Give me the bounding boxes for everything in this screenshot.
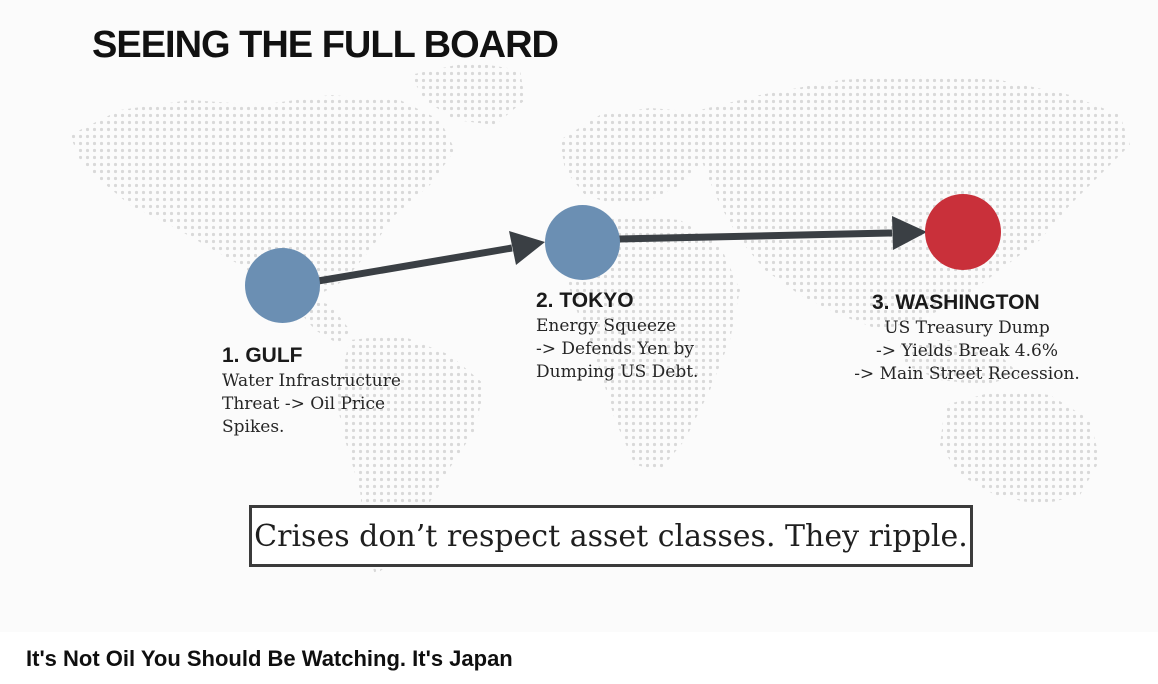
arrow-head-washington: [892, 216, 927, 250]
gulf-description: Water Infrastructure Threat -> Oil Price…: [222, 371, 401, 437]
tokyo-description: Energy Squeeze -> Defends Yen by Dumping…: [536, 316, 699, 382]
takeaway-box: Crises don’t respect asset classes. They…: [249, 505, 973, 567]
washington-node[interactable]: [925, 194, 1001, 270]
slide-title: SEEING THE FULL BOARD: [92, 24, 559, 66]
world-map-background: [70, 62, 1130, 575]
washington-heading: 3. WASHINGTON: [872, 291, 1040, 314]
video-title[interactable]: It's Not Oil You Should Be Watching. It'…: [26, 646, 513, 671]
tokyo-heading: 2. TOKYO: [536, 289, 634, 312]
arrow-gulf-to-tokyo: [317, 244, 513, 285]
tokyo-node[interactable]: [545, 205, 620, 280]
washington-description: US Treasury Dump -> Yields Break 4.6% ->…: [854, 318, 1080, 384]
arrow-head-tokyo: [509, 231, 545, 265]
takeaway-text: Crises don’t respect asset classes. They…: [254, 518, 968, 554]
slide[interactable]: SEEING THE FULL BOARD 1. GULF Water Infr…: [0, 0, 1158, 632]
connection-arrows: [317, 216, 927, 285]
gulf-heading: 1. GULF: [222, 344, 303, 367]
gulf-node[interactable]: [245, 248, 320, 323]
arrow-tokyo-to-washington: [618, 229, 893, 243]
